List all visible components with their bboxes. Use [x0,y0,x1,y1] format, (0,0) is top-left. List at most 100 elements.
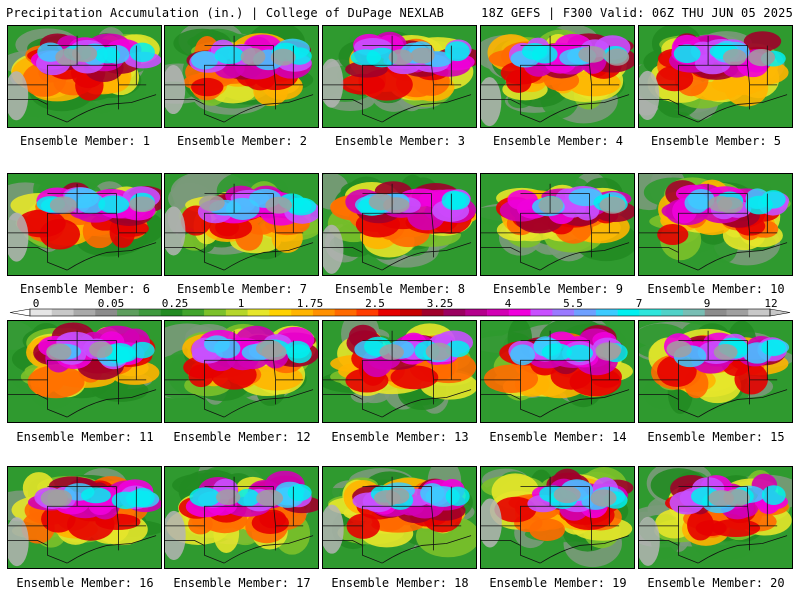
colorbar-swatch [682,309,705,316]
colorbar-swatch [530,309,553,316]
panel-label: Ensemble Member: 10 [647,282,785,296]
precip-map [165,26,318,127]
colorbar-swatch [182,309,205,316]
ensemble-panel [638,466,793,569]
colorbar-swatch [726,309,749,316]
colorbar-tick-label: 5.5 [563,298,583,310]
colorbar-swatch [661,309,684,316]
colorbar-swatch [138,309,161,316]
colorbar-swatch [204,309,227,316]
precip-map [639,467,792,568]
colorbar-max-arrow [769,308,791,317]
colorbar-swatch [421,309,444,316]
colorbar-swatch [117,309,140,316]
colorbar-tick-label: 1.75 [297,298,324,310]
colorbar-swatch [378,309,401,316]
panel-label: Ensemble Member: 9 [492,282,624,296]
panel-label: Ensemble Member: 16 [16,576,154,590]
model-run-info: 18Z GEFS | F300 Valid: 06Z THU JUN 05 20… [481,6,793,20]
colorbar-swatch [400,309,423,316]
panel-label: Ensemble Member: 19 [489,576,627,590]
panel-label: Ensemble Member: 20 [647,576,785,590]
ensemble-panel [322,320,477,423]
colorbar-swatch [247,309,270,316]
colorbar-swatch [574,309,597,316]
colorbar-swatch [30,309,53,316]
panel-label: Ensemble Member: 6 [19,282,151,296]
colorbar-swatch [617,309,640,316]
ensemble-panel [7,466,162,569]
colorbar-min-arrow [9,308,31,317]
ensemble-panel [164,173,319,276]
colorbar-swatch [334,309,357,316]
ensemble-panel [638,320,793,423]
precip-map [481,467,634,568]
panel-label: Ensemble Member: 18 [331,576,469,590]
colorbar-swatch [269,309,292,316]
colorbar-swatch [639,309,662,316]
precip-map [481,174,634,275]
precip-map [639,321,792,422]
colorbar-swatch [508,309,531,316]
colorbar-swatch [704,309,727,316]
precip-map [323,174,476,275]
ensemble-panel [480,25,635,128]
colorbar-swatch [356,309,379,316]
panel-label: Ensemble Member: 15 [647,430,785,444]
colorbar-swatch [552,309,575,316]
ensemble-panel [480,173,635,276]
precip-map [165,174,318,275]
ensemble-panel [7,25,162,128]
colorbar-tick-label: 9 [704,298,711,310]
panel-label: Ensemble Member: 11 [16,430,154,444]
panel-label: Ensemble Member: 12 [173,430,311,444]
colorbar-swatch [160,309,183,316]
ensemble-panel [638,25,793,128]
panel-label: Ensemble Member: 8 [334,282,466,296]
colorbar-tick-label: 1 [238,298,245,310]
ensemble-panel [7,173,162,276]
ensemble-panel [164,466,319,569]
ensemble-panel [480,466,635,569]
colorbar-swatch [73,309,96,316]
panel-label: Ensemble Member: 2 [176,134,308,148]
precip-map [165,321,318,422]
ensemble-panel [164,25,319,128]
panel-label: Ensemble Member: 5 [650,134,782,148]
panel-label: Ensemble Member: 4 [492,134,624,148]
ensemble-panel [322,173,477,276]
colorbar-swatch [312,309,335,316]
colorbar-swatch [595,309,618,316]
precip-map [639,26,792,127]
colorbar-tick-label: 0.25 [162,298,189,310]
ensemble-panel [164,320,319,423]
panel-label: Ensemble Member: 14 [489,430,627,444]
ensemble-panel [322,25,477,128]
precip-map [481,321,634,422]
colorbar-swatch [225,309,248,316]
ensemble-panel [638,173,793,276]
colorbar-tick-label: 7 [636,298,643,310]
panel-label: Ensemble Member: 17 [173,576,311,590]
precip-map [323,26,476,127]
precip-map [8,321,161,422]
colorbar-swatch [291,309,314,316]
precip-map [8,174,161,275]
precip-map [8,26,161,127]
colorbar-tick-label: 0 [33,298,40,310]
colorbar-swatch [443,309,466,316]
precip-map [165,467,318,568]
colorbar-swatch [748,309,771,316]
ensemble-panel [7,320,162,423]
colorbar-swatch [95,309,118,316]
precip-map [639,174,792,275]
ensemble-panel [480,320,635,423]
colorbar-tick-label: 0.05 [98,298,125,310]
colorbar-tick-label: 4 [505,298,512,310]
precip-map [481,26,634,127]
map-title: Precipitation Accumulation (in.) | Colle… [6,6,445,20]
panel-label: Ensemble Member: 7 [176,282,308,296]
colorbar-tick-label: 2.5 [365,298,385,310]
colorbar-swatch [487,309,510,316]
precip-map [323,467,476,568]
